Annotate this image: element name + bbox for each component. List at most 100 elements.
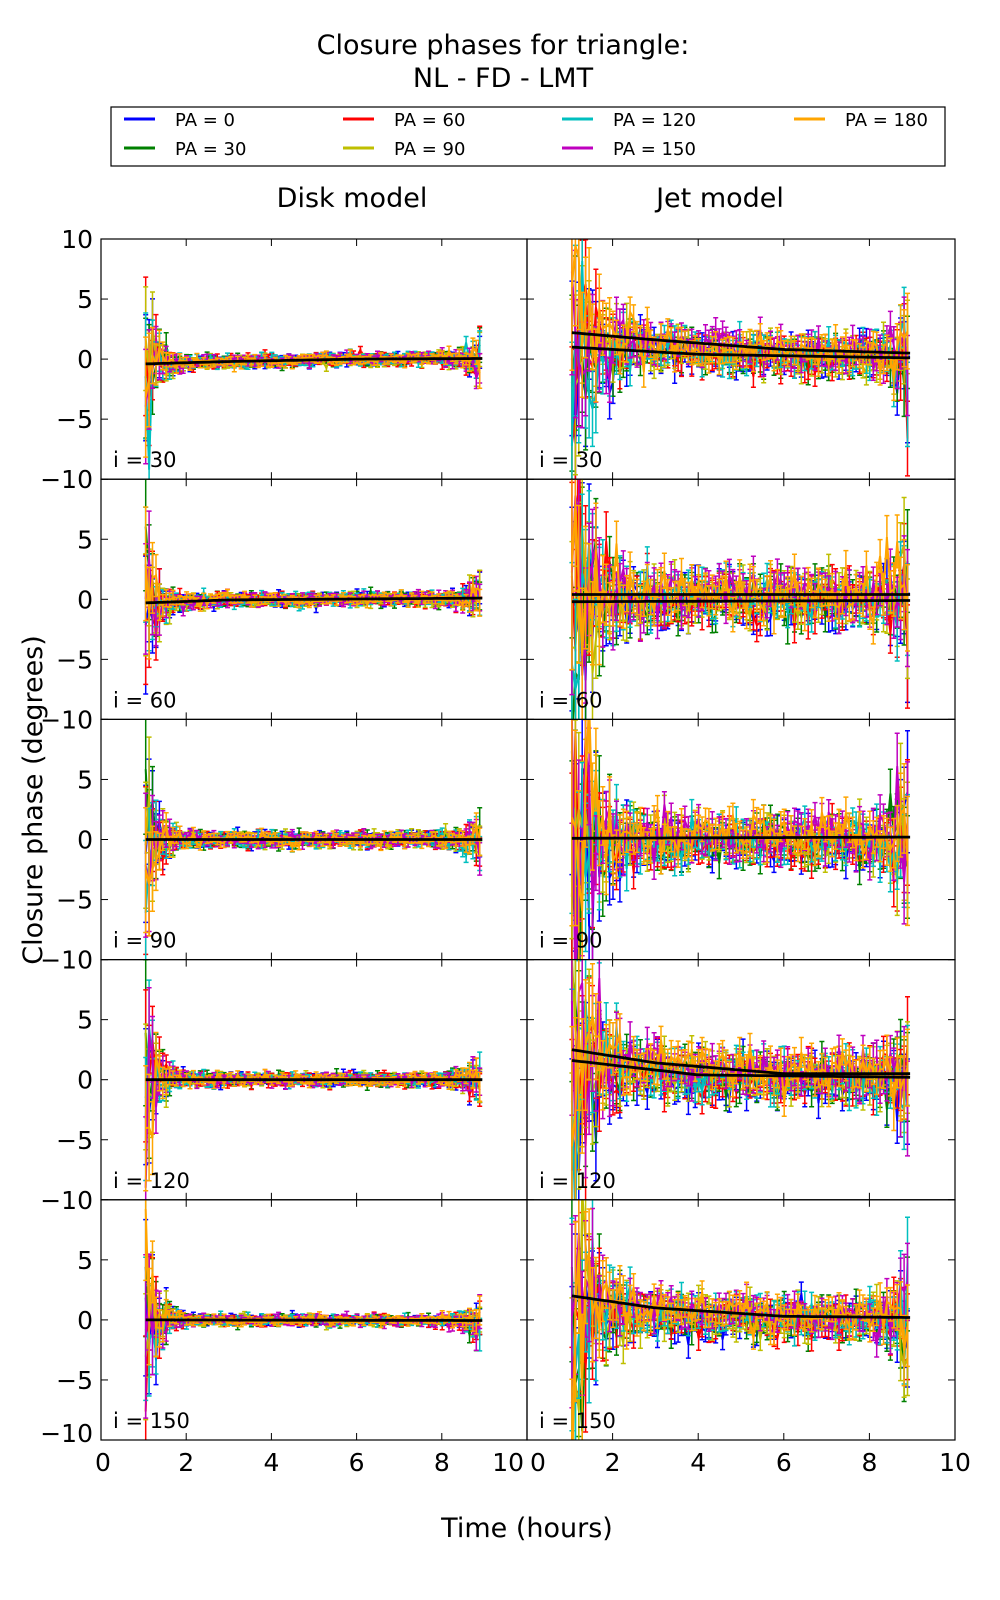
error-bars-papapapapa60 [569, 479, 910, 720]
y-tick-label: −5 [56, 405, 93, 434]
y-tick-label: 10 [61, 225, 93, 254]
inclination-label: i = 120 [113, 1169, 190, 1193]
legend-box [110, 106, 946, 167]
error-bars-papapapapa180 [143, 1199, 483, 1366]
legend-label: PA = 150 [613, 139, 696, 160]
y-tick-label: 5 [77, 285, 93, 314]
error-bars-papapapapa60 [569, 239, 910, 480]
error-bars-papapapapa120 [143, 1256, 483, 1402]
error-bars-papapapapa30 [569, 486, 910, 720]
y-tick-label: −10 [40, 465, 93, 494]
error-bars-papapapapa150 [143, 792, 483, 938]
series-line-papapapapa180 [571, 1250, 909, 1441]
inclination-label: i = 150 [113, 1409, 190, 1433]
error-bars-papapapapa120 [143, 506, 483, 652]
legend-item: PA = 150 [562, 139, 696, 160]
data-area [143, 719, 483, 960]
series-line-papapapapa60 [144, 1287, 481, 1412]
error-bars-papapapapa150 [143, 325, 483, 465]
legend-item: PA = 180 [794, 110, 928, 131]
y-tick-label: 0 [77, 585, 93, 614]
series-line-papapapapa150 [144, 1034, 480, 1188]
error-bars-papapapapa0 [143, 1027, 483, 1166]
legend-label: PA = 0 [175, 110, 235, 131]
inclination-label: i = 60 [539, 688, 603, 712]
data-area [143, 959, 483, 1200]
panel-jet-30: i = 30 [526, 238, 956, 480]
legend-item: PA = 30 [124, 139, 246, 160]
data-area [569, 719, 911, 960]
x-tick-label: 10 [939, 1448, 971, 1477]
data-area [569, 1199, 911, 1441]
x-tick-label: 4 [263, 1448, 279, 1477]
y-tick-label: 0 [77, 345, 93, 374]
error-bars-papapapapa150 [143, 986, 483, 1200]
error-bars-papapapapa180 [143, 506, 483, 660]
y-tick-label: −10 [40, 946, 93, 975]
legend: PA = 0 PA = 30 PA = 60 PA = 90 PA = 120 PA = … [110, 106, 946, 167]
inclination-label: i = 30 [539, 448, 603, 472]
series-line-papapapapa180 [570, 504, 909, 656]
series-line-papapapapa30 [144, 1032, 480, 1106]
x-axis-label: Time (hours) [440, 1513, 613, 1544]
model-fit-line [571, 599, 911, 604]
y-tick-label: −10 [40, 1419, 93, 1448]
x-tick-label: 8 [861, 1448, 877, 1477]
error-bars-papapapapa180 [569, 1199, 910, 1441]
error-bars-papapapapa30 [143, 317, 483, 439]
error-bars-papapapapa180 [143, 806, 483, 937]
error-bars-papapapapa30 [143, 959, 483, 1160]
series-line-papapapapa180 [145, 1055, 481, 1139]
y-tick-label: −5 [56, 1366, 93, 1395]
data-area [143, 1199, 483, 1441]
y-tick-label: −5 [56, 886, 93, 915]
x-tick-label: 2 [178, 1448, 194, 1477]
error-bars-papapapapa0 [143, 555, 483, 695]
panel-jet-90: i = 90 [526, 718, 956, 961]
error-bars-papapapapa0 [143, 1218, 483, 1395]
y-tick-label: 0 [77, 1306, 93, 1335]
model-fit-line [571, 1059, 911, 1079]
data-area [143, 479, 483, 695]
y-axis-label: Closure phase (degrees) [18, 635, 49, 965]
x-tick-label: 6 [349, 1448, 365, 1477]
model-fit-line [571, 1048, 911, 1076]
model-fit-line [145, 1318, 483, 1322]
y-tick-label: −5 [56, 645, 93, 674]
error-bars-papapapapa60 [569, 1211, 910, 1441]
panel-disk-90: −10 −5 0 5 i = 90 [40, 718, 528, 975]
data-area [143, 276, 483, 480]
error-bars-papapapapa30 [143, 1199, 483, 1376]
inclination-label: i = 120 [539, 1169, 616, 1193]
model-fit-line [571, 1294, 911, 1319]
series-line-papapapapa180 [570, 244, 909, 381]
model-fit-line [571, 331, 911, 355]
panel-jet-150: 0 2 4 6 8 10 i = 150 [526, 1199, 971, 1477]
y-tick-label: 5 [77, 525, 93, 554]
inclination-label: i = 30 [113, 448, 177, 472]
panel-disk-60: −10 −5 0 5 i = 60 [40, 478, 528, 734]
legend-item: PA = 90 [343, 139, 465, 160]
error-bars-papapapapa30 [143, 719, 483, 886]
series-line-papapapapa180 [570, 1014, 909, 1147]
inclination-label: i = 60 [113, 688, 177, 712]
panel-jet-60: i = 60 [526, 478, 956, 721]
x-tick-label: 8 [434, 1448, 450, 1477]
error-bars-papapapapa180 [143, 326, 483, 458]
legend-item: PA = 60 [343, 110, 465, 131]
model-fit-line [145, 596, 483, 605]
x-tick-label: 2 [605, 1448, 621, 1477]
column-title-jet: Jet model [654, 183, 784, 214]
column-title-disk: Disk model [277, 183, 428, 214]
error-bars-papapapapa60 [143, 989, 483, 1143]
y-tick-label: 5 [77, 765, 93, 794]
legend-item: PA = 0 [124, 110, 235, 131]
x-tick-label: 10 [492, 1448, 524, 1477]
series-line-papapapapa30 [144, 1266, 481, 1341]
error-bars-papapapapa90 [143, 1251, 483, 1421]
y-tick-label: 0 [77, 1066, 93, 1095]
error-bars-papapapapa180 [143, 1031, 483, 1192]
x-tick-label: 4 [690, 1448, 706, 1477]
x-tick-label: 6 [776, 1448, 792, 1477]
panel-disk-30: −10 −5 0 5 10 i = 30 [40, 225, 528, 494]
